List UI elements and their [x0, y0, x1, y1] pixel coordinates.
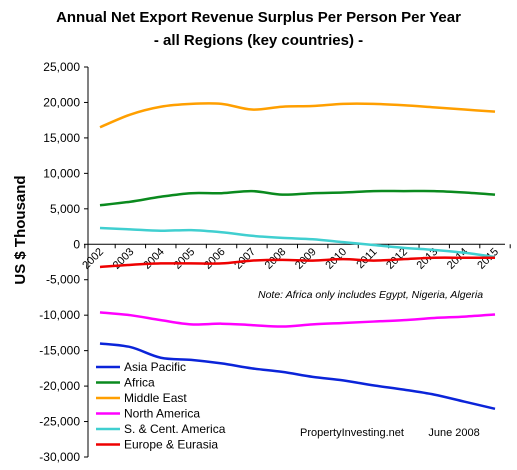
legend-label-middle-east: Middle East	[124, 391, 187, 405]
x-tick-label: 2004	[141, 246, 167, 272]
series-line-africa	[99, 189, 496, 207]
y-tick-label: 15,000	[43, 131, 80, 145]
y-axis-label: US $ Thousand	[12, 175, 29, 284]
y-tick-label: -20,000	[39, 379, 80, 393]
chart-axes	[87, 67, 505, 457]
y-tick-label: -30,000	[39, 450, 80, 464]
series-line-north-america	[99, 311, 496, 328]
y-tick-label: 10,000	[43, 166, 80, 180]
chart-title: Annual Net Export Revenue Surplus Per Pe…	[56, 9, 461, 26]
series-line-s-cent-america	[99, 226, 496, 259]
legend-label-africa: Africa	[124, 376, 155, 390]
y-tick-label: 25,000	[43, 60, 80, 74]
x-tick-label: 2007	[232, 246, 258, 272]
x-tick-label: 2009	[293, 246, 319, 272]
legend-label-europe-eurasia: Europe & Eurasia	[124, 438, 218, 452]
chart-subtitle: - all Regions (key countries) -	[153, 32, 364, 49]
x-tick-label: 2006	[202, 246, 228, 272]
series-line-europe-eurasia	[99, 256, 495, 269]
series-line-asia-pacific	[99, 342, 496, 410]
x-tick-label: 2011	[354, 246, 379, 271]
chart-credit: PropertyInvesting.net June 2008	[300, 427, 480, 439]
x-tick-label: 2005	[171, 246, 197, 272]
legend-label-asia-pacific: Asia Pacific	[124, 360, 186, 374]
chart-note: Note: Africa only includes Egypt, Nigeri…	[258, 289, 483, 301]
y-tick-label: -5,000	[46, 273, 80, 287]
legend-label-north-america: North America	[124, 407, 200, 421]
y-tick-label: 5,000	[50, 202, 80, 216]
y-tick-label: -25,000	[39, 415, 80, 429]
legend-label-s-cent-america: S. & Cent. America	[124, 422, 226, 436]
y-tick-labels: 25,000 20,000 15,000 10,000 5,000 0 -5,000 -10,…	[39, 60, 88, 464]
series-lines	[99, 102, 496, 410]
y-tick-label: -15,000	[39, 344, 80, 358]
series-line-middle-east	[99, 102, 496, 129]
y-tick-label: -10,000	[39, 308, 80, 322]
x-tick-label: 2003	[111, 246, 137, 272]
y-tick-label: 20,000	[43, 95, 80, 109]
y-tick-label: 0	[73, 237, 80, 251]
